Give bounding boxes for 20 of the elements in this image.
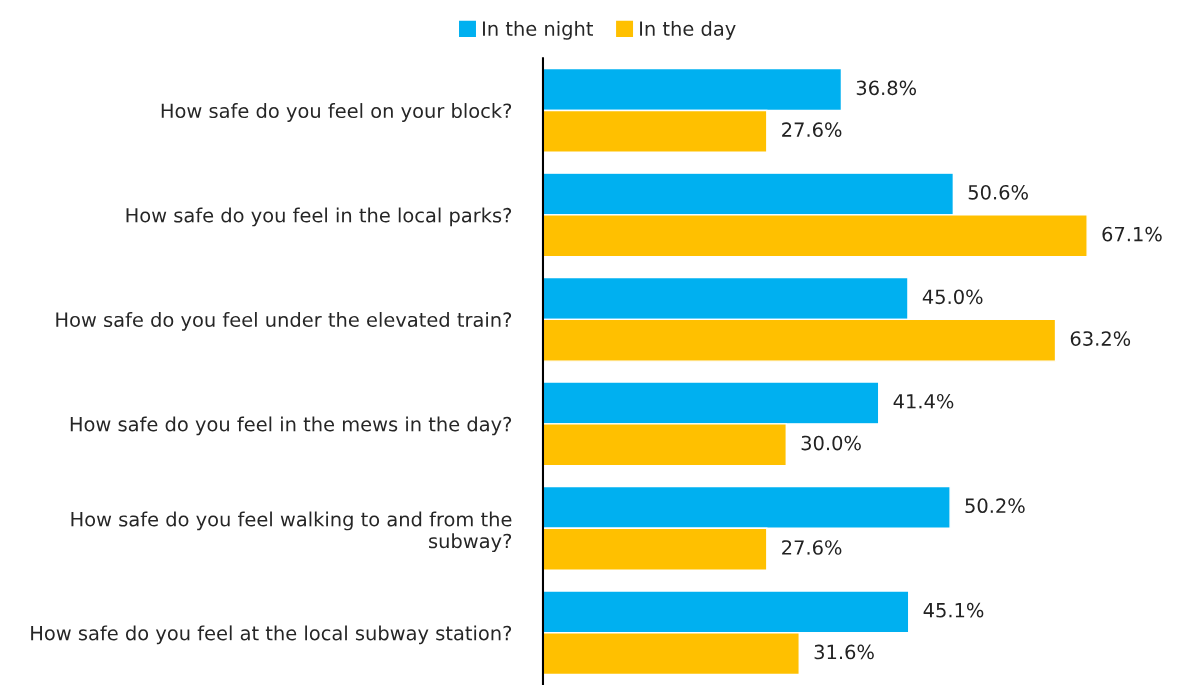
data-label: 30.0% xyxy=(801,435,861,451)
data-label: 63.2% xyxy=(1070,331,1131,346)
legend-label: In the day xyxy=(640,20,736,40)
data-label: 45.1% xyxy=(923,602,984,618)
y-tick-label: How safe do you feel at the local subway station? xyxy=(31,625,512,645)
data-label: 27.6% xyxy=(782,540,842,555)
y-tick-label: How safe do you feel in the local parks? xyxy=(126,207,512,227)
data-label: 50.6% xyxy=(968,184,1028,200)
y-tick-label: How safe do you feel under the elevated train? xyxy=(56,311,512,331)
data-label: 50.2% xyxy=(965,498,1025,514)
y-tick-label: How safe do you feel walking to and from the subway? xyxy=(71,511,512,553)
data-label: 45.0% xyxy=(922,289,983,305)
data-label: 31.6% xyxy=(814,644,874,660)
y-tick-label: How safe do you feel on your block? xyxy=(161,103,512,122)
data-label: 67.1% xyxy=(1102,226,1162,242)
data-label: 36.8% xyxy=(856,80,917,96)
data-label: 27.6% xyxy=(782,122,842,137)
y-tick-label: How safe do you feel in the mews in the day? xyxy=(70,416,512,436)
data-label: 41.4% xyxy=(893,393,954,409)
legend-label: In the night xyxy=(483,20,593,40)
